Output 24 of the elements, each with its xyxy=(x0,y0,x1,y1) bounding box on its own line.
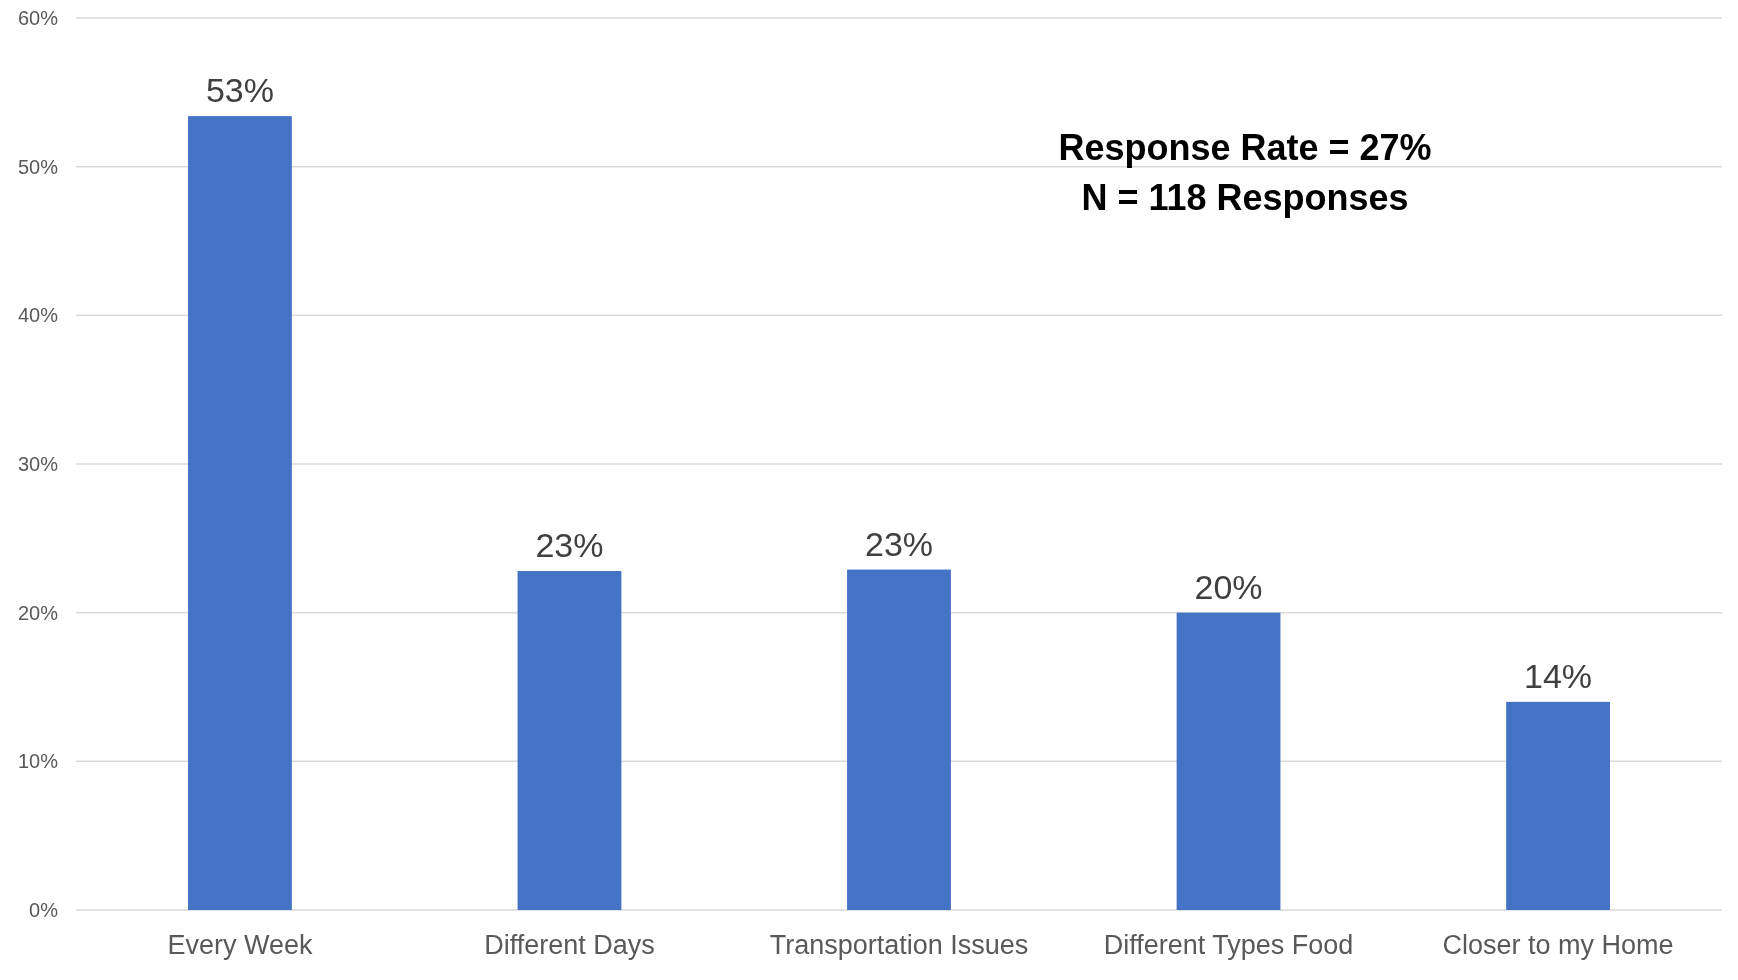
x-tick-label: Different Types Food xyxy=(1103,930,1354,960)
data-label: 53% xyxy=(205,71,274,110)
data-label: 23% xyxy=(864,524,934,563)
bar xyxy=(517,571,622,910)
x-tick-label: Transportation Issues xyxy=(769,930,1029,960)
bar xyxy=(1506,701,1610,910)
x-tick-label: Different Days xyxy=(484,930,655,960)
y-tick-label: 30% xyxy=(17,453,59,475)
annotation: Response Rate = 27% xyxy=(1058,127,1432,168)
data-label: 14% xyxy=(1524,656,1593,695)
y-tick-label: 50% xyxy=(17,155,59,178)
y-tick-label: 40% xyxy=(17,304,59,327)
y-tick-label: 20% xyxy=(17,601,59,624)
x-tick-label: Closer to my Home xyxy=(1442,930,1674,960)
annotation: N = 118 Responses xyxy=(1081,177,1409,218)
bar xyxy=(188,116,292,910)
y-tick-label: 60% xyxy=(17,7,59,29)
x-tick-label: Every Week xyxy=(167,930,313,960)
data-label: 23% xyxy=(535,526,604,565)
data-label: 20% xyxy=(1194,567,1263,606)
bar xyxy=(847,569,951,910)
y-tick-label: 0% xyxy=(29,899,59,921)
bar xyxy=(1176,612,1281,910)
y-tick-label: 10% xyxy=(17,750,59,773)
